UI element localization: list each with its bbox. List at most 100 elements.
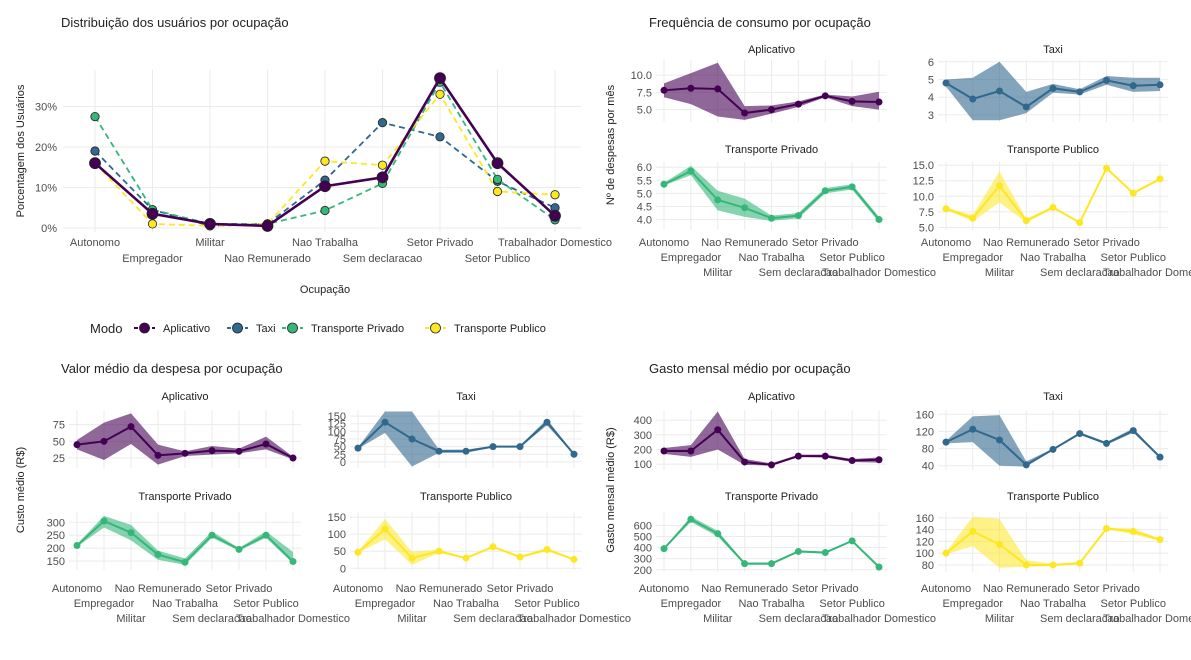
data-point [1049,445,1057,453]
x-tick-label: Trabalhador Domestico [822,613,936,625]
data-point [714,85,722,93]
facet-strip-label: Aplicativo [748,391,795,403]
x-tick-label: Autonomo [333,583,383,595]
data-point [235,545,243,553]
y-tick-label: 100 [916,548,934,560]
data-point [996,436,1003,444]
y-tick-label: 0% [41,223,57,235]
data-point [821,92,829,100]
x-tick-label: Autonomo [52,583,102,595]
y-tick-label: 15.0 [913,160,934,172]
x-tick-label: Setor Privado [407,237,474,249]
data-point [1049,204,1057,212]
y-tick-label: 50 [53,436,65,448]
y-tick-label: 100 [328,426,346,438]
data-point [90,111,100,122]
chart-title: Frequência de consumo por ocupação [649,15,871,30]
x-tick-label: Setor Publico [1101,252,1166,264]
x-tick-label: Empregador [661,598,722,610]
y-tick-label: 150 [328,512,346,524]
data-point [1076,559,1084,567]
confidence-ribbon [946,415,1160,467]
data-point [235,447,243,455]
y-tick-label: 500 [634,531,652,543]
data-point [794,452,802,460]
data-point [89,157,101,170]
y-tick-label: 40 [922,461,934,473]
y-tick-label: 4.0 [637,215,652,227]
data-point [848,456,856,464]
data-point [1156,536,1164,544]
x-tick-label: Trabalhador Domestico [517,613,631,625]
y-tick-label: 600 [634,520,652,532]
x-tick-label: Nao Trabalha [433,598,500,610]
data-point [208,447,216,455]
y-tick-label: 200 [634,445,652,457]
x-tick-label: Sem declaracao [343,253,423,265]
data-point [687,515,695,523]
x-tick-label: Militar [985,613,1015,625]
facet-strip-label: Transporte Publico [1007,491,1099,503]
x-tick-label: Sem declaracao [1040,267,1120,279]
data-point [969,95,977,103]
x-tick-label: Setor Publico [233,598,298,610]
chart-valor: Valor médio da despesa por ocupação Custo… [15,361,631,625]
x-tick-label: Nao Remunerado [983,237,1070,249]
y-tick-label: 50 [334,546,346,558]
data-point [969,527,977,535]
legend-key-point [139,322,150,334]
x-tick-label: Sem declaracao [453,613,533,625]
chart-title: Distribuição dos usuários por ocupação [61,15,289,30]
y-tick-label: 140 [916,525,934,537]
y-tick-label: 25 [334,449,346,461]
data-point [821,452,829,460]
facet-strip-label: Taxi [1043,391,1063,403]
confidence-ribbon [946,516,1160,568]
confidence-ribbon [664,411,879,466]
data-point [741,109,749,117]
y-tick-label: 6.0 [637,162,652,174]
y-tick-label: 30% [35,101,57,113]
data-point [1049,561,1057,569]
y-tick-label: 10.0 [631,70,652,82]
data-point [768,560,775,568]
x-tick-label: Nao Trabalha [292,237,359,249]
facet-strip-label: Taxi [456,391,476,403]
data-point [969,425,977,433]
confidence-ribbon [358,518,574,565]
data-point [262,531,270,539]
y-tick-label: 125 [328,419,346,431]
data-point [543,418,551,426]
data-point [492,174,503,184]
facet-panel-taxi: Taxi 40 80 120 160 [916,391,1168,473]
y-tick-label: 400 [634,543,652,555]
y-tick-label: 300 [634,554,652,566]
x-tick-label: Nao Trabalha [1020,598,1087,610]
data-point [875,216,883,224]
x-tick-label: Sem declaracao [759,267,839,279]
y-tick-label: 400 [634,415,652,427]
y-tick-label: 100 [634,459,652,471]
data-point [262,440,270,448]
data-point [381,525,389,533]
y-tick-label: 5.0 [919,223,934,235]
facet-strip-label: Transporte Publico [1007,144,1099,156]
y-tick-label: 75 [53,420,65,432]
confidence-ribbon [358,411,574,467]
data-point [408,554,416,562]
y-tick-label: 300 [634,430,652,442]
data-point [942,438,950,446]
data-point [127,423,135,431]
data-point [875,563,883,571]
legend-item-label: Transporte Privado [311,323,404,335]
y-tick-label: 0 [340,457,346,469]
y-tick-label: 12.5 [913,176,934,188]
data-point [741,204,749,212]
data-point [516,553,524,561]
x-tick-label: Setor Privado [487,583,554,595]
data-point [1022,217,1030,225]
x-tick-label: Empregador [942,252,1003,264]
y-tick-label: 10% [35,182,57,194]
confidence-ribbon [77,515,293,565]
data-point [377,118,388,128]
